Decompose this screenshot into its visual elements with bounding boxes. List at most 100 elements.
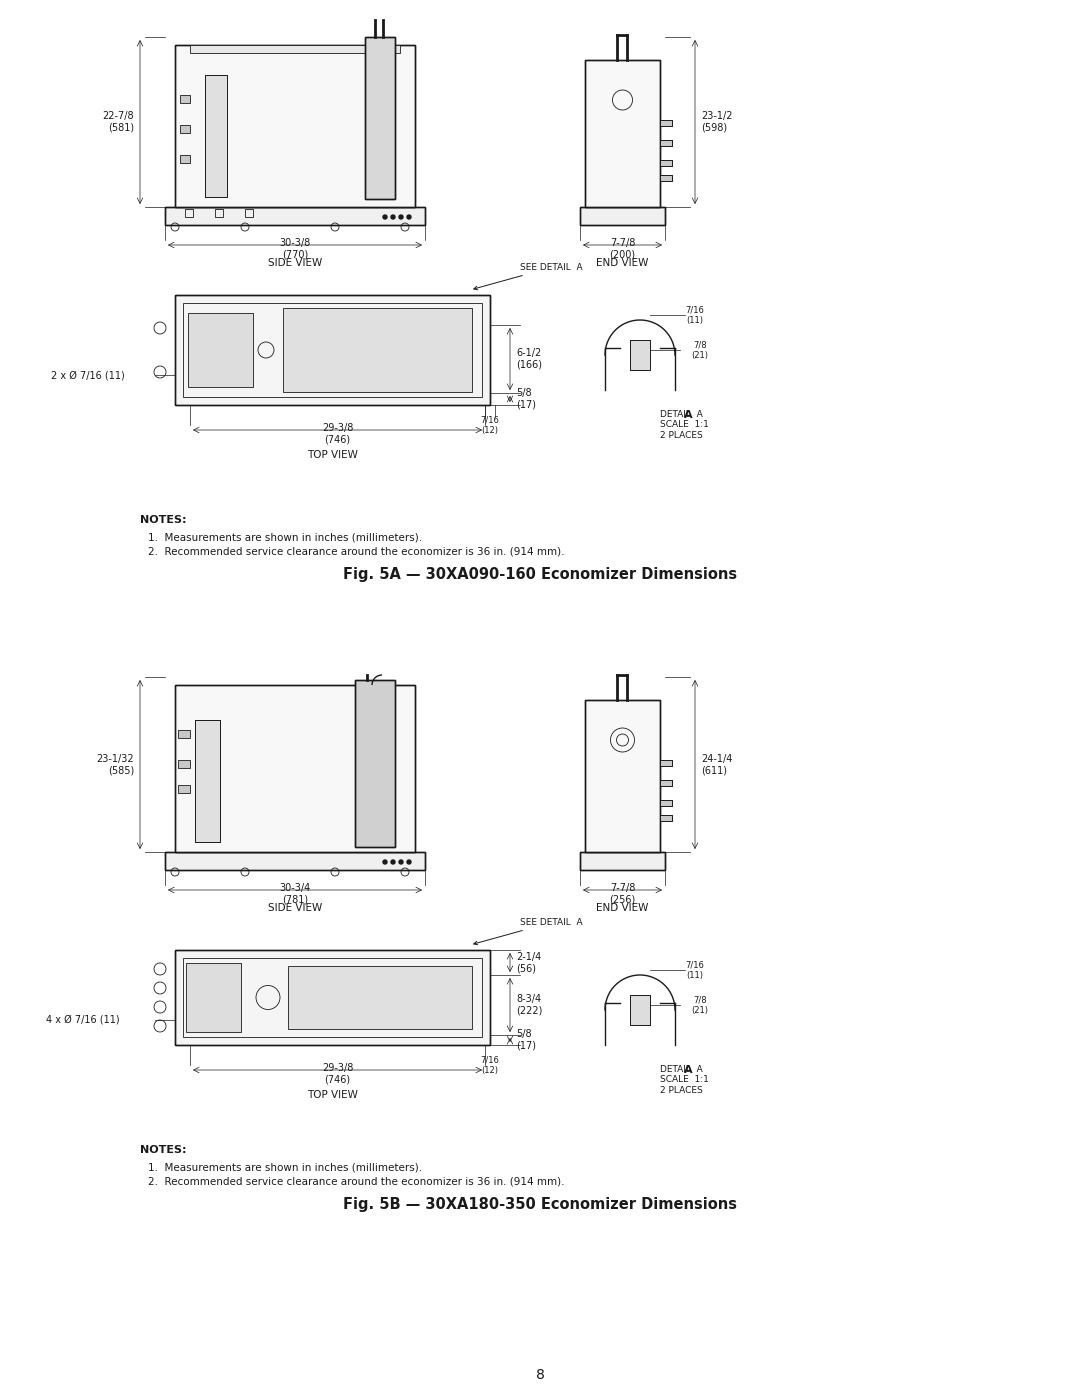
Bar bbox=[660, 120, 672, 126]
Circle shape bbox=[383, 215, 387, 219]
Text: SIDE VIEW: SIDE VIEW bbox=[268, 258, 322, 268]
Text: 29-3/8
(746): 29-3/8 (746) bbox=[322, 423, 353, 444]
Bar bbox=[195, 719, 220, 842]
Bar bbox=[580, 852, 665, 870]
Bar bbox=[183, 303, 482, 397]
Text: 7-7/8
(256): 7-7/8 (256) bbox=[609, 883, 636, 905]
Text: 7-7/8
(200): 7-7/8 (200) bbox=[609, 237, 635, 260]
Text: A: A bbox=[684, 1065, 692, 1076]
Text: 5/8
(17): 5/8 (17) bbox=[516, 1030, 536, 1051]
Bar bbox=[178, 785, 190, 793]
Bar bbox=[183, 958, 482, 1037]
Bar bbox=[660, 161, 672, 166]
Bar bbox=[178, 760, 190, 768]
Text: 4 x Ø 7/16 (11): 4 x Ø 7/16 (11) bbox=[46, 1016, 120, 1025]
Bar bbox=[630, 339, 650, 370]
Bar bbox=[660, 760, 672, 766]
Bar bbox=[660, 800, 672, 806]
Bar bbox=[178, 731, 190, 738]
Bar bbox=[185, 210, 193, 217]
Bar bbox=[660, 175, 672, 182]
Text: 30-3/8
(770): 30-3/8 (770) bbox=[280, 237, 311, 260]
Text: 2.  Recommended service clearance around the economizer is 36 in. (914 mm).: 2. Recommended service clearance around … bbox=[148, 1178, 565, 1187]
Bar bbox=[355, 680, 395, 847]
Text: DETAIL  A
SCALE  1:1
2 PLACES: DETAIL A SCALE 1:1 2 PLACES bbox=[660, 409, 708, 440]
Text: 30-3/4
(781): 30-3/4 (781) bbox=[280, 883, 311, 905]
Text: SEE DETAIL  A: SEE DETAIL A bbox=[474, 918, 582, 944]
Bar bbox=[585, 700, 660, 852]
Bar bbox=[630, 339, 650, 370]
Text: END VIEW: END VIEW bbox=[596, 258, 649, 268]
Text: 2 x Ø 7/16 (11): 2 x Ø 7/16 (11) bbox=[51, 370, 125, 380]
Text: 24-1/4
(611): 24-1/4 (611) bbox=[701, 754, 732, 775]
Bar bbox=[180, 155, 190, 163]
Text: Fig. 5B — 30XA180-350 Economizer Dimensions: Fig. 5B — 30XA180-350 Economizer Dimensi… bbox=[343, 1197, 737, 1213]
Bar bbox=[660, 161, 672, 166]
Text: NOTES:: NOTES: bbox=[140, 1146, 187, 1155]
Text: 1.  Measurements are shown in inches (millimeters).: 1. Measurements are shown in inches (mil… bbox=[148, 534, 422, 543]
Bar bbox=[188, 313, 253, 387]
Circle shape bbox=[399, 861, 403, 863]
Text: NOTES:: NOTES: bbox=[140, 515, 187, 525]
Bar bbox=[660, 140, 672, 147]
Bar bbox=[630, 995, 650, 1025]
Text: 22-7/8
(581): 22-7/8 (581) bbox=[103, 112, 134, 133]
Text: 6-1/2
(166): 6-1/2 (166) bbox=[516, 348, 542, 370]
Bar bbox=[190, 45, 400, 53]
Text: 7/16
(12): 7/16 (12) bbox=[481, 415, 499, 434]
Text: 2-1/4
(56): 2-1/4 (56) bbox=[516, 951, 541, 974]
Bar bbox=[175, 685, 415, 852]
Bar bbox=[660, 760, 672, 766]
Text: 2.  Recommended service clearance around the economizer is 36 in. (914 mm).: 2. Recommended service clearance around … bbox=[148, 548, 565, 557]
Bar bbox=[580, 207, 665, 225]
Bar bbox=[585, 60, 660, 207]
Text: 29-3/8
(746): 29-3/8 (746) bbox=[322, 1063, 353, 1084]
Text: END VIEW: END VIEW bbox=[596, 902, 649, 914]
Bar bbox=[180, 124, 190, 133]
Bar bbox=[175, 45, 415, 207]
Text: 7/16
(11): 7/16 (11) bbox=[686, 306, 704, 324]
Text: 8-3/4
(222): 8-3/4 (222) bbox=[516, 995, 542, 1016]
Bar bbox=[165, 207, 426, 225]
Text: 23-1/2
(598): 23-1/2 (598) bbox=[701, 112, 732, 133]
Text: 23-1/32
(585): 23-1/32 (585) bbox=[96, 754, 134, 775]
Bar bbox=[175, 950, 490, 1045]
Circle shape bbox=[399, 215, 403, 219]
Bar bbox=[365, 36, 395, 198]
Bar bbox=[660, 814, 672, 821]
Text: 7/8
(21): 7/8 (21) bbox=[691, 341, 708, 359]
Bar bbox=[660, 175, 672, 182]
Circle shape bbox=[407, 861, 411, 863]
Bar bbox=[215, 210, 222, 217]
Bar bbox=[165, 852, 426, 870]
Bar bbox=[165, 207, 426, 225]
Bar bbox=[205, 75, 227, 197]
Circle shape bbox=[391, 861, 395, 863]
Bar bbox=[580, 207, 665, 225]
Bar bbox=[186, 963, 241, 1032]
Bar bbox=[660, 780, 672, 787]
Text: 7/8
(21): 7/8 (21) bbox=[691, 995, 708, 1014]
Text: Fig. 5A — 30XA090-160 Economizer Dimensions: Fig. 5A — 30XA090-160 Economizer Dimensi… bbox=[343, 567, 737, 583]
Text: 8: 8 bbox=[536, 1368, 544, 1382]
Bar bbox=[365, 36, 395, 198]
Bar bbox=[283, 307, 472, 393]
Bar bbox=[288, 965, 472, 1030]
Text: 5/8
(17): 5/8 (17) bbox=[516, 388, 536, 409]
Bar bbox=[175, 950, 490, 1045]
Text: 7/16
(12): 7/16 (12) bbox=[481, 1055, 499, 1074]
Bar bbox=[580, 852, 665, 870]
Bar bbox=[165, 852, 426, 870]
Bar bbox=[660, 814, 672, 821]
Bar bbox=[585, 700, 660, 852]
Bar bbox=[355, 680, 395, 847]
Text: A: A bbox=[684, 409, 692, 420]
Text: 1.  Measurements are shown in inches (millimeters).: 1. Measurements are shown in inches (mil… bbox=[148, 1162, 422, 1173]
Circle shape bbox=[383, 861, 387, 863]
Text: TOP VIEW: TOP VIEW bbox=[307, 1090, 357, 1099]
Circle shape bbox=[407, 215, 411, 219]
Text: TOP VIEW: TOP VIEW bbox=[307, 450, 357, 460]
Text: 7/16
(11): 7/16 (11) bbox=[686, 960, 704, 979]
Bar bbox=[175, 685, 415, 852]
Bar bbox=[205, 75, 227, 197]
